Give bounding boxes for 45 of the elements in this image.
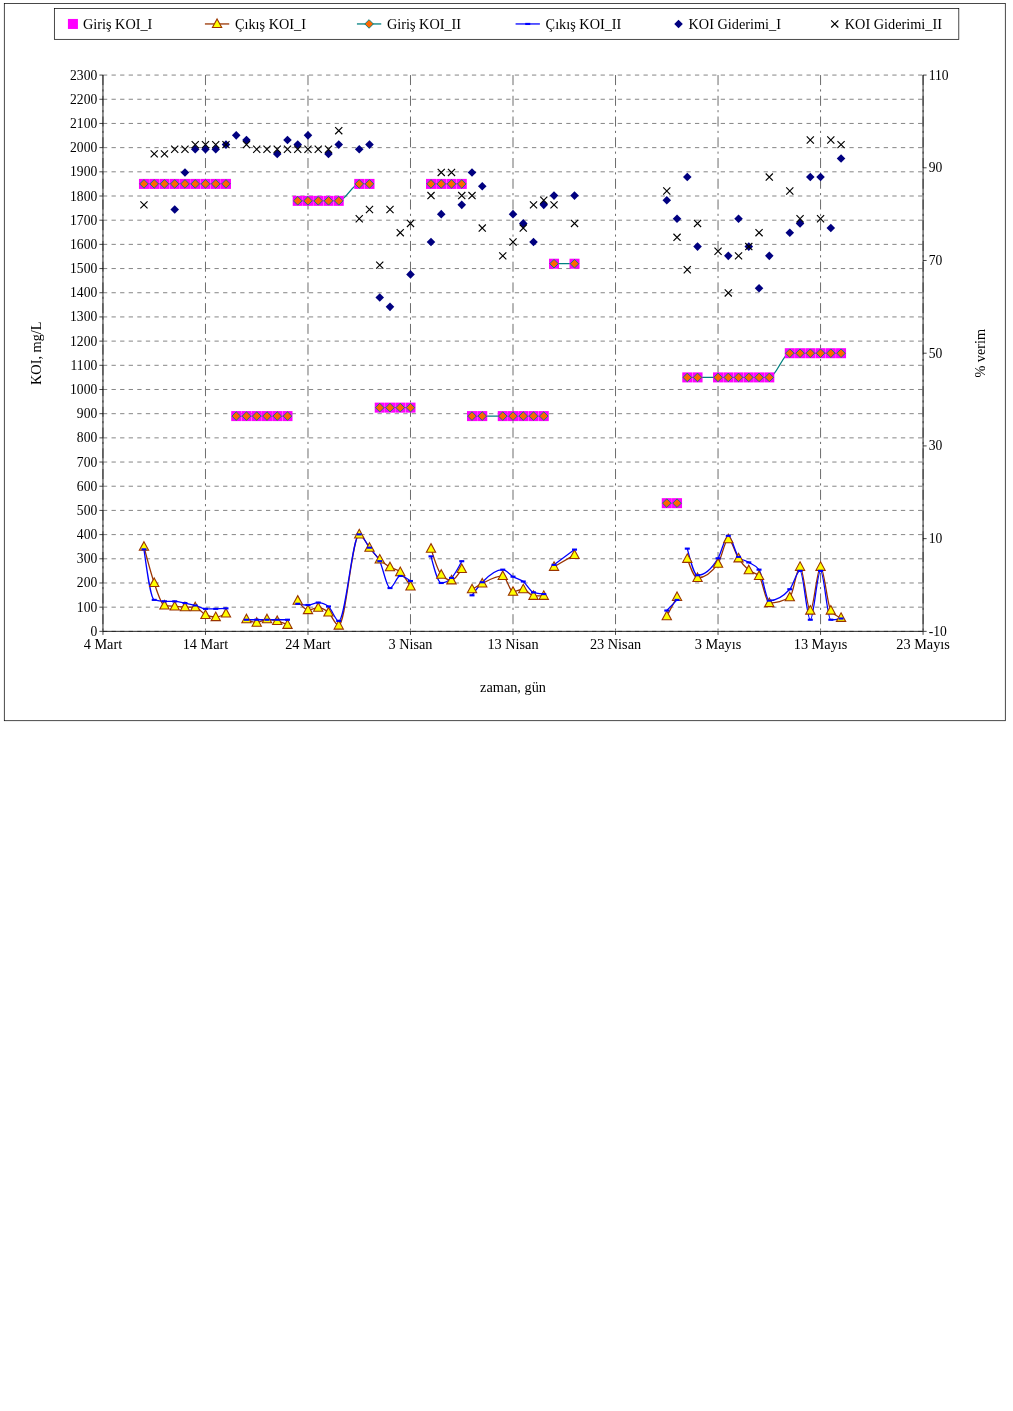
y-tick-label: 700: [76, 454, 98, 470]
y-tick-label: 2200: [70, 91, 98, 107]
y-tick-label: 2100: [70, 115, 98, 131]
y-tick-label: 100: [76, 599, 98, 615]
y2-tick-label: 110: [928, 67, 949, 83]
y-tick-label: 1900: [70, 164, 98, 180]
y-tick-label: 1000: [70, 381, 98, 397]
y-tick-label: 1600: [70, 236, 98, 252]
y-tick-label: 1400: [70, 285, 98, 301]
y-tick-label: 1700: [70, 212, 98, 228]
legend-label: KOI Giderimi_I: [688, 15, 782, 32]
y-tick-label: 1500: [70, 261, 98, 277]
y2-tick-label: 10: [928, 531, 943, 547]
legend-label: Çıkış KOI_I: [234, 15, 307, 32]
legend-label: Çıkış KOI_II: [545, 15, 622, 32]
y2-tick-label: 90: [928, 160, 943, 176]
legend-label: KOI Giderimi_II: [844, 15, 943, 32]
legend-label: Giriş KOI_II: [386, 15, 462, 32]
x-tick-label: 23 Nisan: [589, 635, 642, 652]
y-tick-label: 1800: [70, 188, 98, 204]
legend-label: Giriş KOI_I: [82, 15, 153, 32]
y-tick-label: 800: [76, 430, 98, 446]
y-tick-label: 2300: [70, 67, 98, 83]
y-tick-label: 900: [76, 406, 98, 422]
y-tick-label: 300: [76, 551, 98, 567]
y-tick-label: 400: [76, 527, 98, 543]
x-tick-label: 24 Mart: [285, 635, 331, 652]
x-tick-label: 13 Mayıs: [793, 635, 848, 652]
y-tick-label: 1300: [70, 309, 98, 325]
y-tick-label: 2000: [70, 140, 98, 156]
y-axis-title: KOI, mg/L: [28, 321, 45, 385]
x-tick-label: 14 Mart: [182, 635, 229, 652]
y-tick-label: 500: [76, 502, 98, 518]
y2-tick-label: 30: [928, 438, 943, 454]
x-tick-label: 13 Nisan: [487, 635, 539, 652]
y2-tick-label: 70: [928, 253, 943, 268]
y2-tick-label: 50: [928, 345, 943, 361]
x-axis-title: zaman, gün: [480, 679, 546, 696]
y-tick-label: 1100: [70, 357, 98, 373]
x-tick-label: 3 Nisan: [388, 635, 433, 652]
y-tick-label: 200: [76, 575, 98, 591]
y2-axis-title: % verim: [972, 328, 989, 378]
x-tick-label: 3 Mayıs: [694, 635, 742, 652]
y-tick-label: 1200: [70, 333, 98, 349]
y-tick-label: 600: [76, 478, 98, 494]
